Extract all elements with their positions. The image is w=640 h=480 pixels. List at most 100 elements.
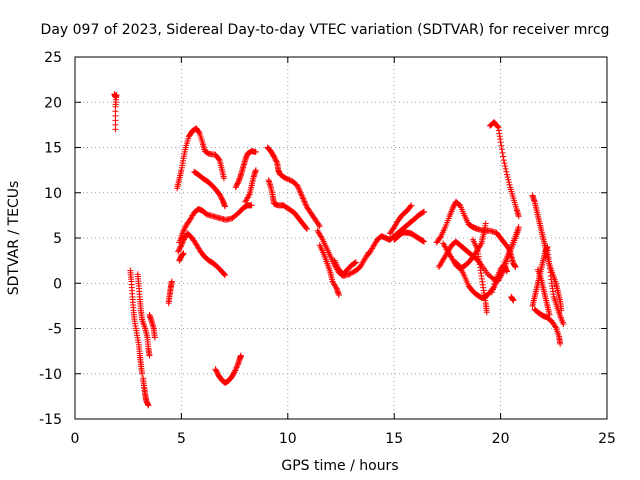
data-point: [248, 202, 255, 209]
data-point: [315, 221, 322, 228]
data-point: [335, 292, 342, 299]
data-point: [181, 226, 188, 233]
data-point: [232, 367, 239, 374]
data-point: [177, 244, 184, 251]
data-point: [195, 129, 202, 136]
data-point: [316, 223, 323, 230]
data-point: [179, 240, 186, 247]
x-tick-label: 15: [385, 431, 403, 447]
data-point: [234, 363, 241, 370]
x-tick-label: 10: [279, 431, 297, 447]
data-point: [482, 220, 489, 227]
data-point: [216, 191, 223, 198]
data-point: [283, 175, 290, 182]
data-point: [217, 192, 224, 199]
data-point: [180, 237, 187, 244]
data-point: [213, 368, 220, 375]
data-point: [557, 340, 564, 347]
data-point: [298, 191, 305, 198]
data-point: [477, 241, 484, 248]
data-point: [497, 139, 504, 146]
data-point: [296, 188, 303, 195]
data-point: [420, 238, 427, 245]
y-tick-label: 15: [44, 141, 62, 157]
data-point: [235, 179, 242, 186]
data-point: [499, 149, 506, 156]
x-tick-label: 5: [177, 431, 186, 447]
y-tick-label: 0: [53, 276, 62, 292]
data-point: [490, 283, 497, 290]
data-point: [232, 184, 239, 191]
x-tick-label: 20: [492, 431, 510, 447]
data-point: [295, 185, 302, 192]
data-point: [500, 157, 507, 164]
data-point: [494, 123, 501, 130]
y-tick-label: 25: [44, 50, 62, 66]
data-point: [295, 183, 302, 190]
data-point: [271, 154, 278, 161]
data-point: [175, 247, 182, 254]
data-point: [217, 194, 224, 201]
chart-title: Day 097 of 2023, Sidereal Day-to-day VTE…: [41, 22, 610, 38]
data-point: [145, 402, 152, 409]
data-point: [502, 165, 509, 172]
data-point: [176, 246, 183, 253]
data-point: [408, 202, 415, 209]
data-point: [297, 189, 304, 196]
data-point: [282, 175, 289, 182]
data-point: [245, 193, 252, 200]
data-point: [286, 176, 293, 183]
data-point: [503, 168, 510, 175]
y-tick-label: 10: [44, 186, 62, 202]
data-point: [515, 213, 522, 220]
data-point: [146, 352, 153, 359]
data-point: [503, 268, 510, 275]
data-point: [420, 209, 427, 216]
data-point: [212, 366, 219, 373]
data-point: [352, 259, 359, 266]
x-axis-label: GPS time / hours: [281, 458, 398, 474]
data-point: [230, 370, 237, 377]
data-point: [112, 126, 119, 133]
data-point: [503, 171, 510, 178]
data-point: [233, 181, 240, 188]
x-tick-label: 0: [71, 431, 80, 447]
data-point: [352, 259, 359, 266]
data-point: [220, 270, 227, 277]
data-point: [491, 281, 498, 288]
data-point: [298, 192, 305, 199]
data-point: [420, 208, 427, 215]
data-point: [437, 234, 444, 241]
data-point: [272, 157, 279, 164]
data-point: [350, 269, 357, 276]
y-axis-label: SDTVAR / TECUs: [6, 181, 22, 296]
data-point: [450, 202, 457, 209]
data-point: [515, 224, 522, 231]
data-point: [233, 364, 240, 371]
data-point: [270, 153, 277, 160]
y-tick-label: 5: [53, 231, 62, 247]
data-point: [504, 174, 511, 181]
data-point: [237, 352, 244, 359]
data-point: [213, 367, 220, 374]
data-point: [332, 284, 339, 291]
data-point: [222, 272, 229, 279]
data-point: [420, 238, 427, 245]
data-point: [347, 270, 354, 277]
data-point: [302, 199, 309, 206]
data-point: [296, 186, 303, 193]
data-point: [492, 278, 499, 285]
data-point: [232, 366, 239, 373]
data-point: [303, 224, 310, 231]
data-point: [139, 370, 146, 377]
data-point: [512, 263, 519, 270]
y-tick-label: 20: [44, 95, 62, 111]
axis-ticks: 0 5 10 15 20 25 -15 -10 -5 0 5 10 15 20 25: [39, 50, 616, 447]
data-point: [502, 162, 509, 169]
data-point: [221, 271, 228, 278]
data-point: [180, 229, 187, 236]
y-tick-label: -10: [39, 367, 62, 383]
data-point: [546, 311, 553, 318]
data-point: [300, 195, 307, 202]
data-point: [168, 278, 175, 285]
